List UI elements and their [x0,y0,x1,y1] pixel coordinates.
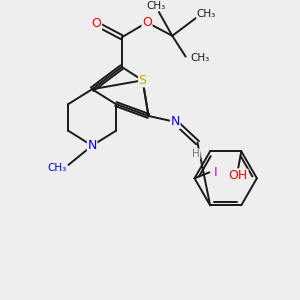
Text: O: O [92,17,101,30]
Text: CH₃: CH₃ [197,8,216,19]
Text: OH: OH [229,169,248,182]
Text: CH₃: CH₃ [47,163,67,173]
Text: N: N [170,116,180,128]
Text: CH₃: CH₃ [191,53,210,63]
Text: O: O [142,16,152,29]
Text: H: H [192,149,200,159]
Text: I: I [214,166,218,179]
Text: S: S [139,74,147,87]
Text: CH₃: CH₃ [146,1,166,10]
Text: N: N [87,139,97,152]
